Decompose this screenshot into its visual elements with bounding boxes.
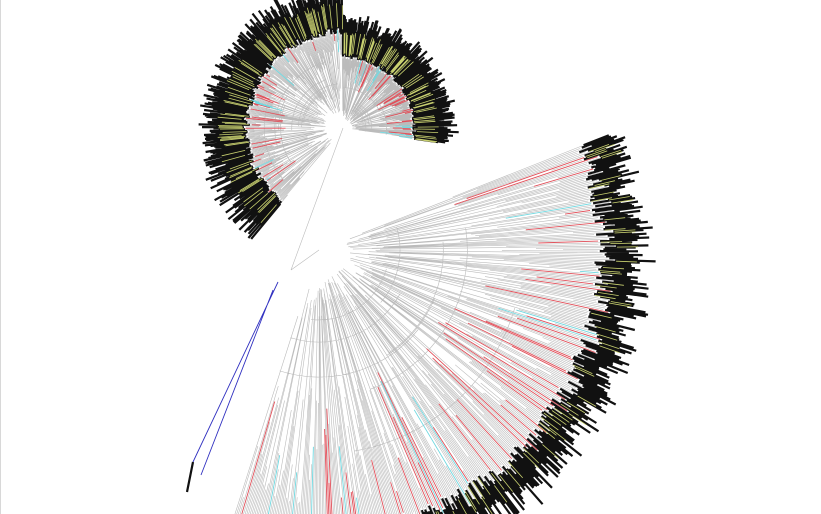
branches	[234, 30, 615, 514]
outgroup-branches	[192, 281, 279, 476]
highlighted-branches	[241, 34, 611, 514]
highlighted-branches	[250, 30, 599, 514]
leaf-markers	[217, 3, 639, 514]
